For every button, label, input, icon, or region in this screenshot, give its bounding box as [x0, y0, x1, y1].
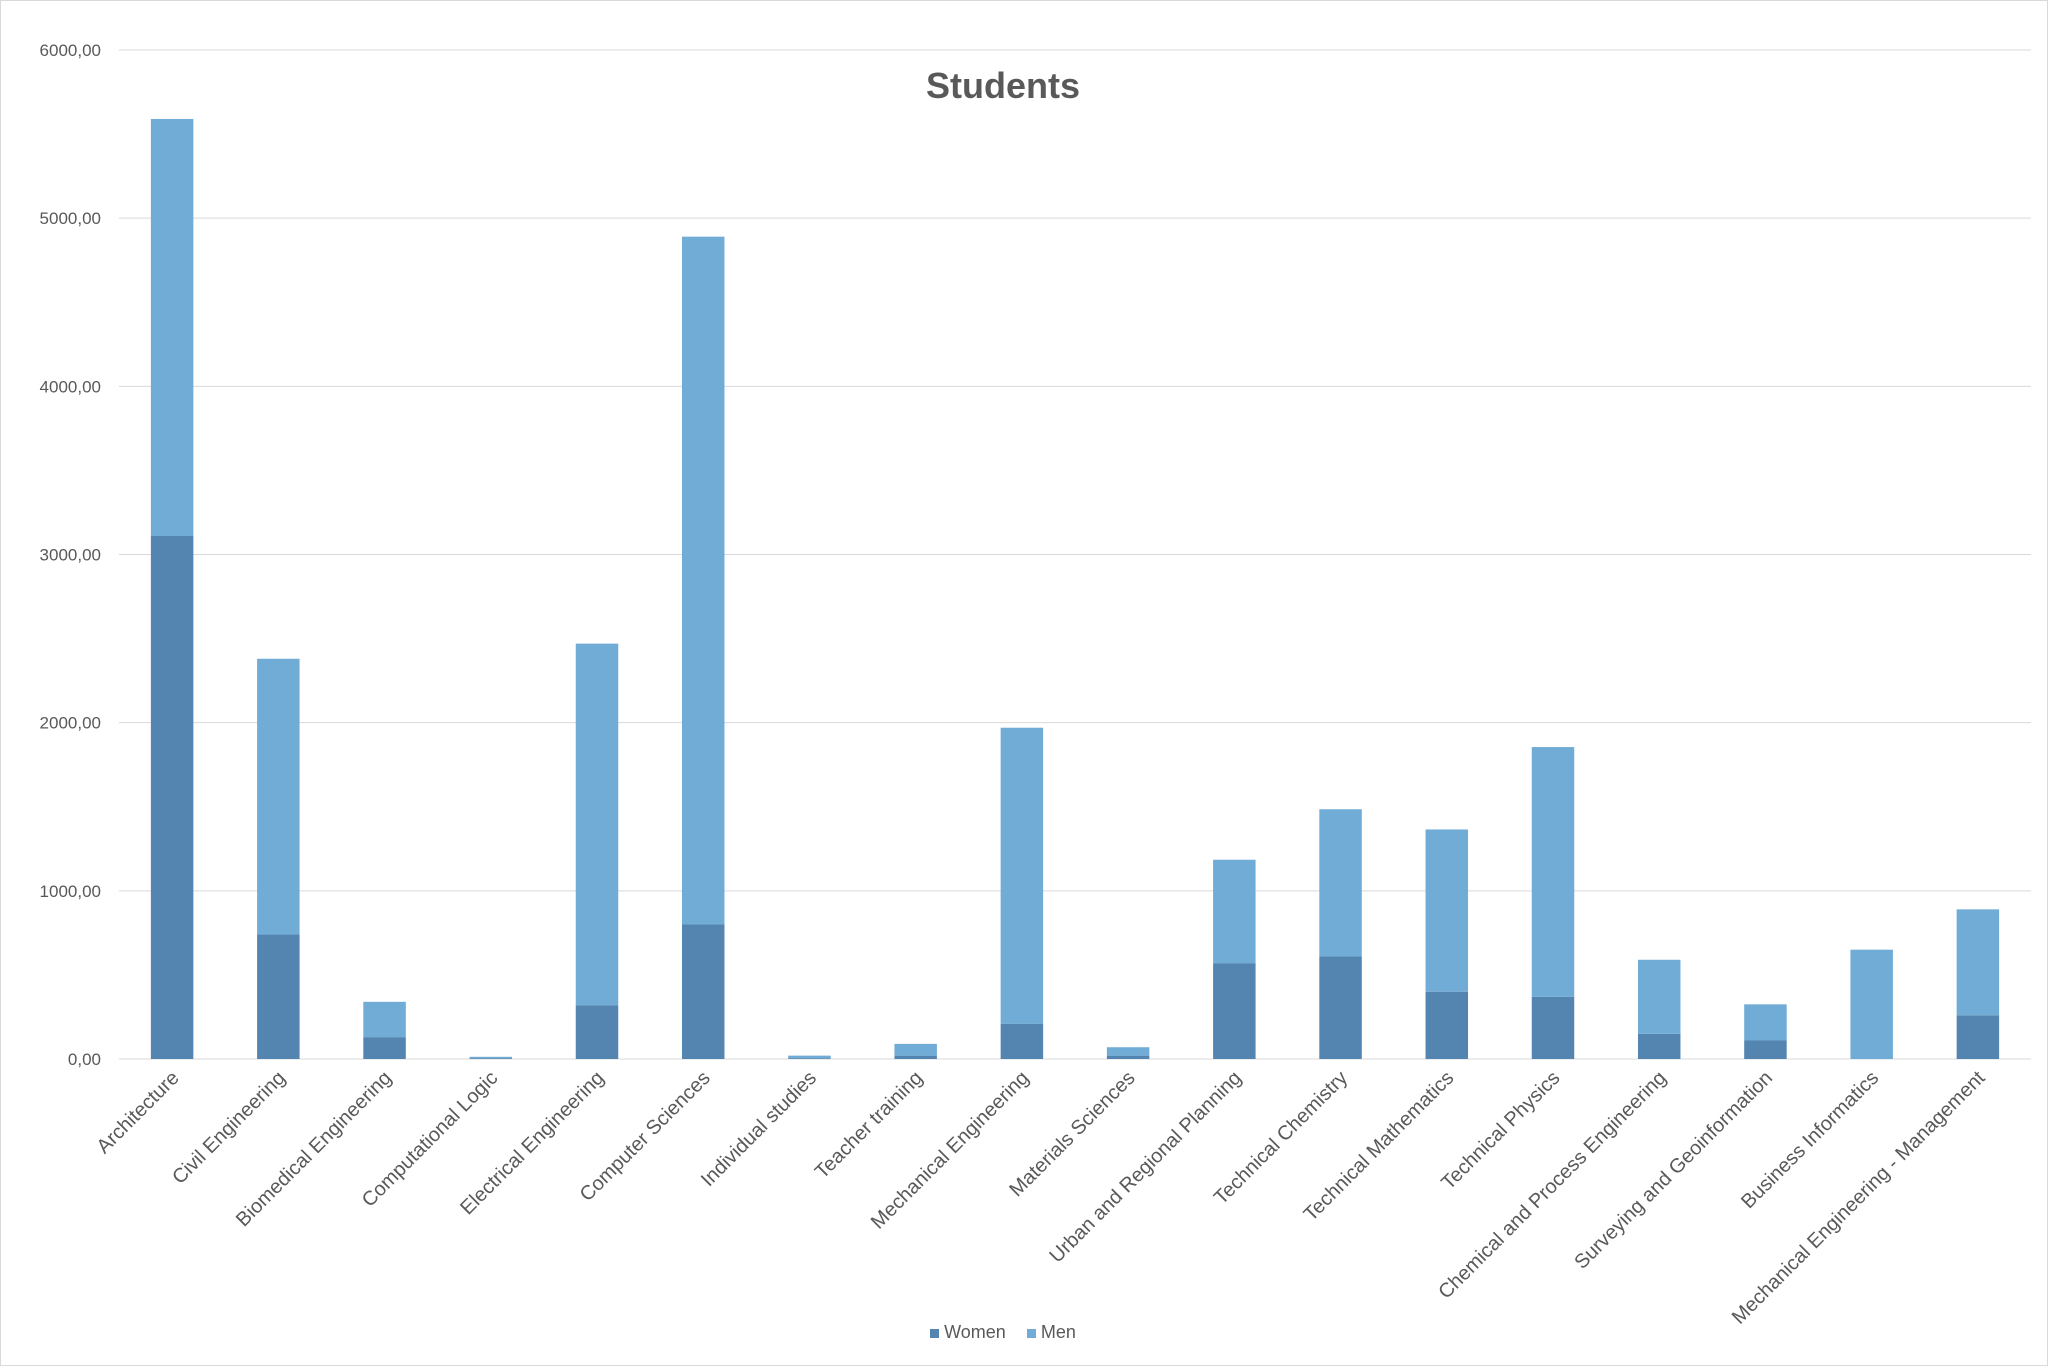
bars	[150, 118, 2000, 1059]
bar-men-0	[150, 118, 194, 537]
bar-men-5	[681, 236, 725, 925]
bar-men-14	[1637, 959, 1681, 1034]
y-tick-label: 5000,00	[40, 209, 101, 228]
bar-women-8	[1000, 1023, 1044, 1059]
x-tick-label: Teacher training	[811, 1067, 927, 1183]
x-tick-label: Individual studies	[697, 1067, 821, 1191]
legend-item-men: Men	[1026, 1322, 1076, 1343]
y-tick-label: 3000,00	[40, 546, 101, 565]
bar-men-17	[1956, 909, 2000, 1016]
bar-men-15	[1744, 1004, 1787, 1041]
bar-men-2	[363, 1001, 406, 1038]
legend-label-men: Men	[1040, 1322, 1076, 1342]
bar-men-6	[788, 1055, 831, 1059]
legend: Women Men	[1, 1322, 2005, 1343]
x-tick-label: Chemical and Process Engineering	[1434, 1067, 1670, 1303]
y-tick-label: 0,00	[68, 1050, 101, 1069]
bar-women-17	[1956, 1015, 2000, 1059]
bar-women-14	[1637, 1033, 1681, 1059]
x-tick-label: Surveying and Geoinformation	[1570, 1067, 1777, 1274]
legend-label-women: Women	[944, 1322, 1006, 1342]
x-tick-label: Architecture	[93, 1067, 184, 1158]
bar-women-6	[788, 1058, 831, 1059]
chart-title: Students	[925, 65, 1080, 106]
bar-men-16	[1850, 949, 1893, 1059]
legend-swatch-women	[930, 1328, 940, 1338]
bar-men-3	[469, 1056, 513, 1059]
bar-women-11	[1319, 956, 1362, 1059]
bar-women-15	[1744, 1040, 1787, 1059]
bar-women-9	[1106, 1055, 1150, 1059]
legend-swatch-men	[1026, 1328, 1036, 1338]
y-tick-label: 4000,00	[40, 377, 101, 396]
x-tick-label: Civil Engineering	[168, 1067, 290, 1189]
bar-men-11	[1319, 809, 1362, 957]
y-axis-tick-labels: 0,00 1000,00 2000,00 3000,00 4000,00 5000,00 6…	[40, 41, 101, 1069]
bar-women-7	[894, 1055, 937, 1059]
y-tick-label: 6000,00	[40, 41, 101, 60]
bar-men-9	[1106, 1047, 1150, 1056]
bar-men-8	[1000, 727, 1044, 1024]
legend-item-women: Women	[930, 1322, 1006, 1343]
x-tick-label: Urban and Regional Planning	[1046, 1067, 1246, 1267]
bar-women-0	[150, 536, 194, 1059]
bar-women-12	[1425, 991, 1469, 1059]
bar-women-2	[363, 1037, 406, 1059]
bar-men-12	[1425, 829, 1469, 992]
bar-women-3	[469, 1058, 513, 1059]
bar-men-7	[894, 1043, 937, 1056]
bar-women-10	[1213, 963, 1256, 1059]
bar-men-10	[1213, 859, 1256, 964]
y-tick-label: 1000,00	[40, 882, 101, 901]
bar-men-1	[257, 658, 300, 935]
gridlines	[119, 49, 2031, 1060]
y-tick-label: 2000,00	[40, 714, 101, 733]
bar-men-4	[575, 643, 619, 1006]
bar-men-13	[1531, 747, 1575, 997]
x-tick-label: Technical Physics	[1437, 1067, 1564, 1194]
bar-women-1	[257, 934, 300, 1059]
bar-women-13	[1531, 996, 1575, 1059]
bar-women-5	[681, 924, 725, 1059]
bar-women-4	[575, 1005, 619, 1059]
